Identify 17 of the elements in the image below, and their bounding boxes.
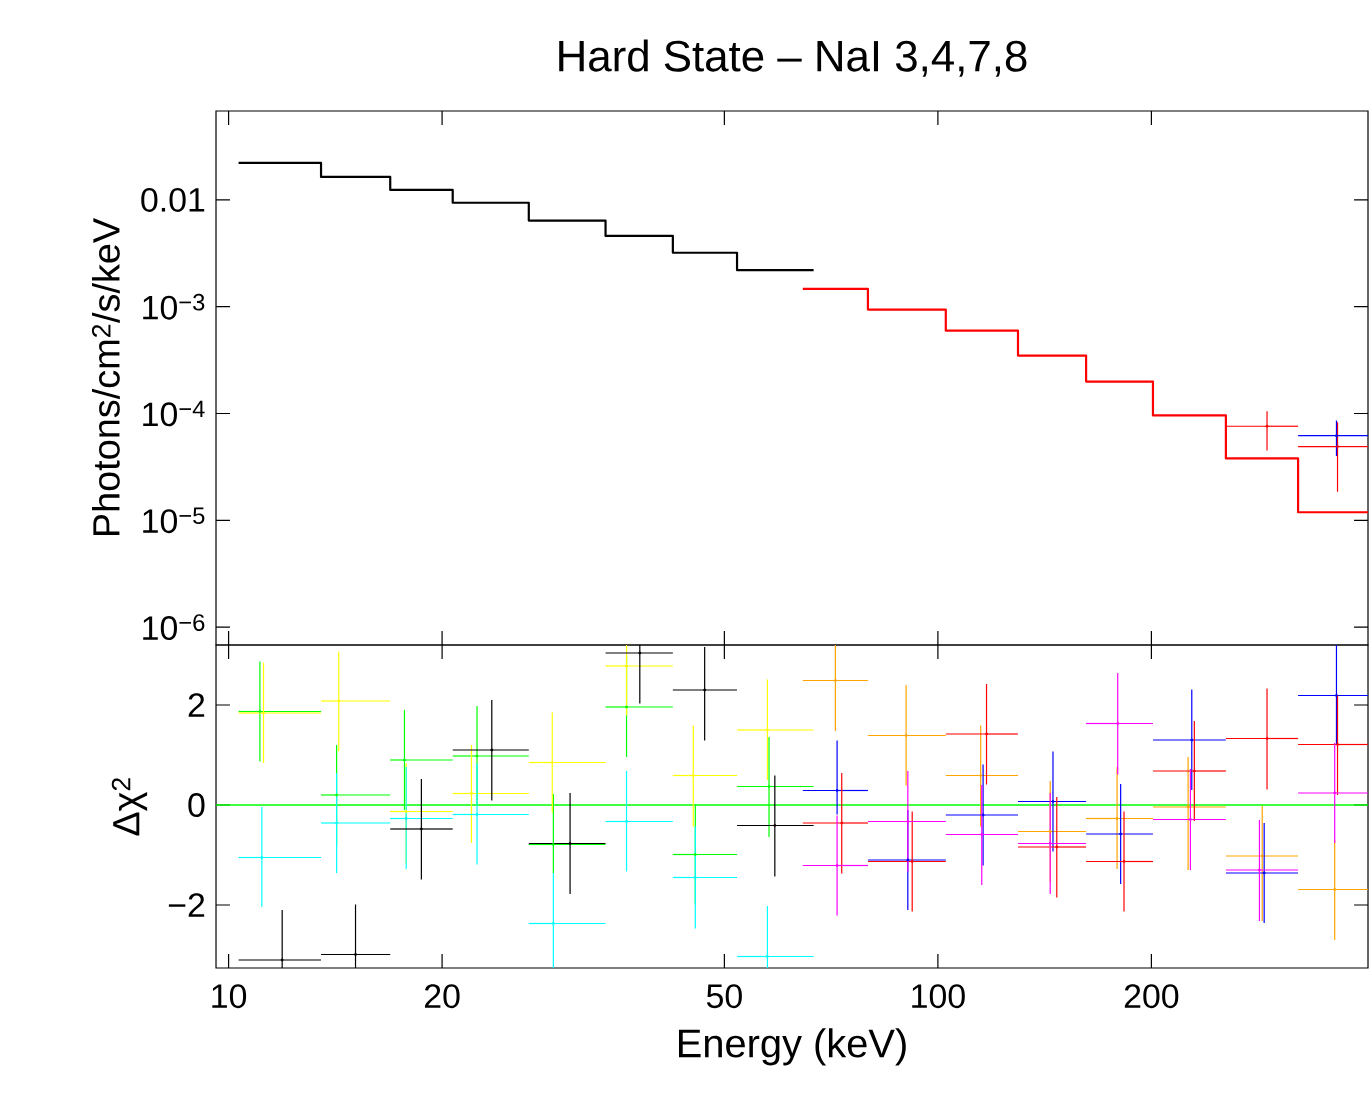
y-axis-title: Δχ$^{2}$ <box>111 778 148 836</box>
y-axis-title: Photons/cm$^{2}$/s/keV <box>91 218 120 536</box>
y-tick-label: 0 <box>188 793 205 817</box>
y-tick-label: 10$^{−6}$ <box>143 614 205 641</box>
y-tick-label: 2 <box>188 693 205 717</box>
y-tick-label: 10$^{−5}$ <box>143 507 205 534</box>
x-tick-label: 10 <box>212 984 247 1009</box>
x-tick-label: 100 <box>912 984 965 1009</box>
y-tick-label: 10$^{−3}$ <box>143 293 205 320</box>
y-tick-label: −2 <box>168 893 205 917</box>
x-tick-label: 20 <box>424 984 460 1009</box>
y-tick-label: 0.01 <box>141 187 205 212</box>
chart-title: Hard State – NaI 3,4,7,8 <box>559 39 1027 77</box>
x-axis-title: Energy (keV) <box>679 1028 906 1066</box>
y-tick-label: 10$^{−4}$ <box>143 400 205 427</box>
x-tick-label: 200 <box>1124 984 1179 1009</box>
x-tick-label: 50 <box>706 984 742 1009</box>
